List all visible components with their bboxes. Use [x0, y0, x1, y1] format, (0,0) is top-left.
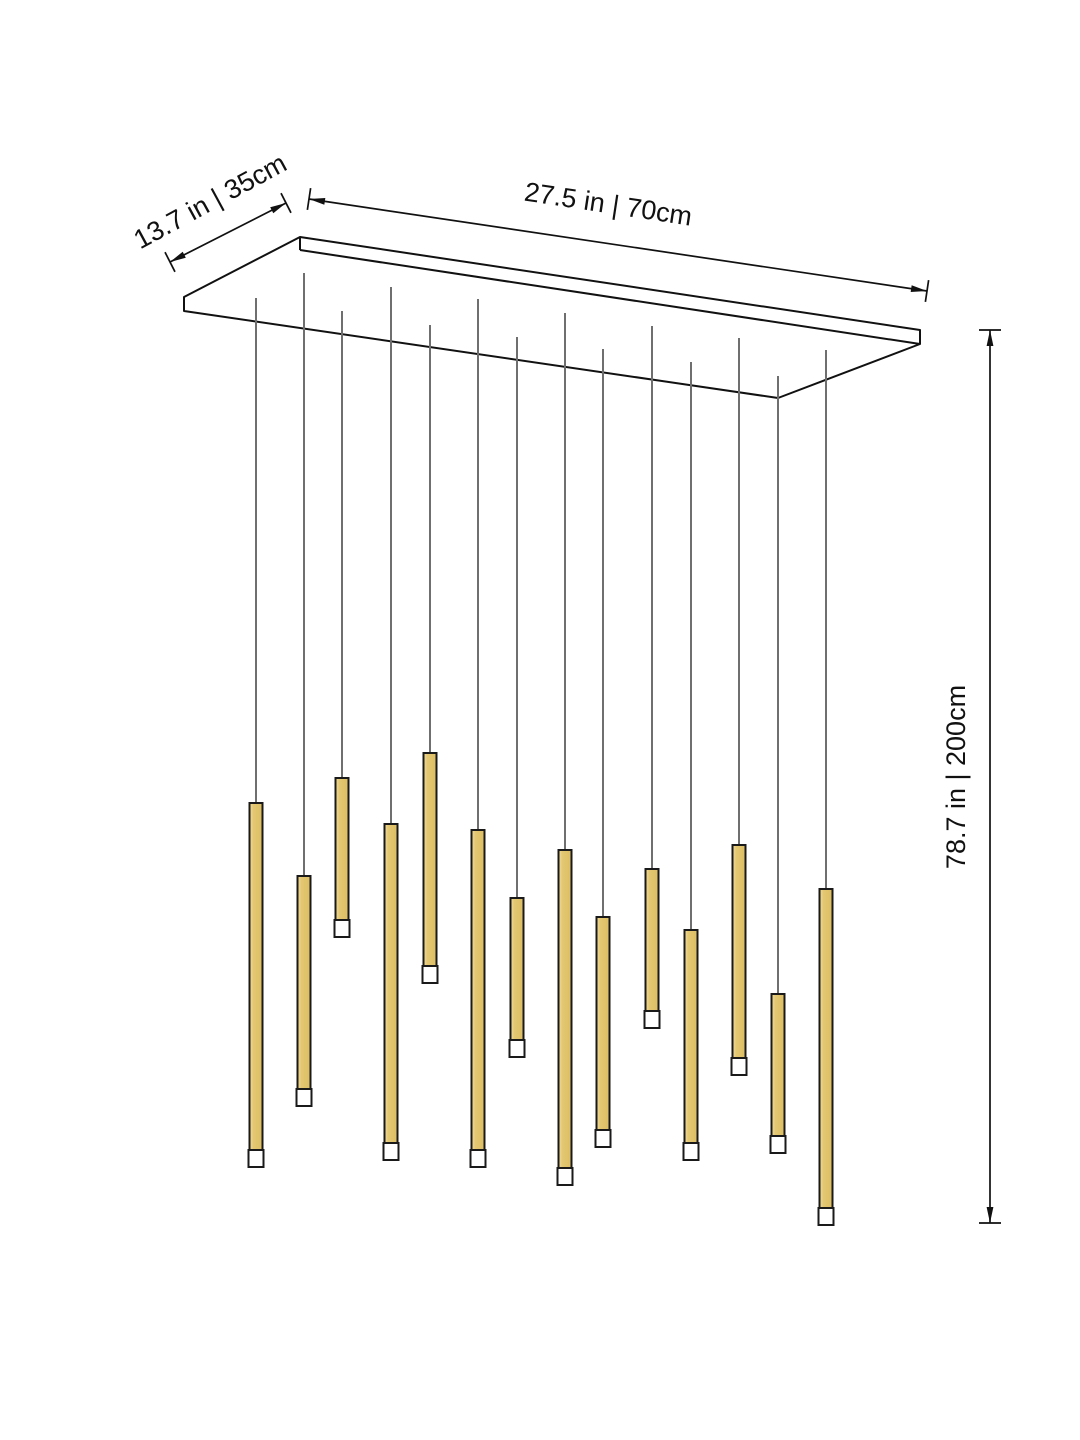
pendant-rod [644, 868, 660, 1012]
pendant [594, 349, 612, 1148]
canopy-edge [299, 249, 921, 345]
pendant [817, 350, 835, 1226]
canopy [183, 236, 921, 399]
pendant-tip-diffuser [769, 1135, 787, 1154]
drop-dimension-label: 78.7 in | 200cm [941, 685, 971, 869]
pendant-tip-diffuser [508, 1039, 526, 1058]
pendant-rod [248, 802, 264, 1151]
pendant-tip-diffuser [469, 1149, 487, 1168]
pendant [295, 273, 313, 1107]
pendant [682, 362, 700, 1161]
width-dimension-label: 27.5 in | 70cm [522, 177, 694, 232]
pendant-rod [509, 897, 525, 1041]
pendant-rod [334, 777, 350, 921]
pendant-rod [470, 829, 486, 1151]
pendant-rod [595, 916, 611, 1131]
pendant-rod [557, 849, 573, 1169]
pendant-rod [422, 752, 438, 967]
pendant-tip-diffuser [333, 919, 351, 938]
depth-dimension-label: 13.7 in | 35cm [129, 148, 292, 255]
pendant-rod [383, 823, 399, 1144]
pendant-tip-diffuser [594, 1129, 612, 1148]
pendant [421, 325, 439, 984]
dimension-line [169, 202, 287, 263]
pendant [730, 338, 748, 1076]
pendant-rod [296, 875, 312, 1090]
dimension-arrowhead [270, 203, 286, 214]
pendant-rod [770, 993, 786, 1137]
pendant-rod [683, 929, 699, 1144]
dimension-line [308, 198, 928, 292]
pendant-tip-diffuser [682, 1142, 700, 1161]
canopy-outline [183, 236, 921, 399]
pendant-tip-diffuser [556, 1167, 574, 1186]
pendant-tip-diffuser [643, 1010, 661, 1029]
width-dimension [306, 187, 930, 303]
pendant-tip-diffuser [247, 1149, 265, 1168]
pendant-tip-diffuser [382, 1142, 400, 1161]
pendant-tip-diffuser [421, 965, 439, 984]
pendant [333, 311, 351, 938]
pendant [469, 299, 487, 1168]
pendant-tip-diffuser [817, 1207, 835, 1226]
dimension-arrowhead [309, 197, 326, 205]
dimension-arrowhead [910, 285, 927, 293]
pendant-rod [731, 844, 747, 1059]
pendant-rod [818, 888, 834, 1209]
pendant [643, 326, 661, 1029]
pendant [382, 287, 400, 1161]
dimension-arrowhead [986, 1207, 994, 1223]
pendant [247, 298, 265, 1168]
pendant [556, 313, 574, 1186]
pendants [247, 273, 835, 1226]
drop-dimension [979, 329, 1001, 1224]
pendant-tip-diffuser [730, 1057, 748, 1076]
pendant [508, 337, 526, 1058]
pendant-tip-diffuser [295, 1088, 313, 1107]
dimension-arrowhead [170, 251, 186, 262]
dimension-arrowhead [986, 330, 994, 346]
depth-dimension [164, 192, 292, 273]
pendant [769, 376, 787, 1154]
